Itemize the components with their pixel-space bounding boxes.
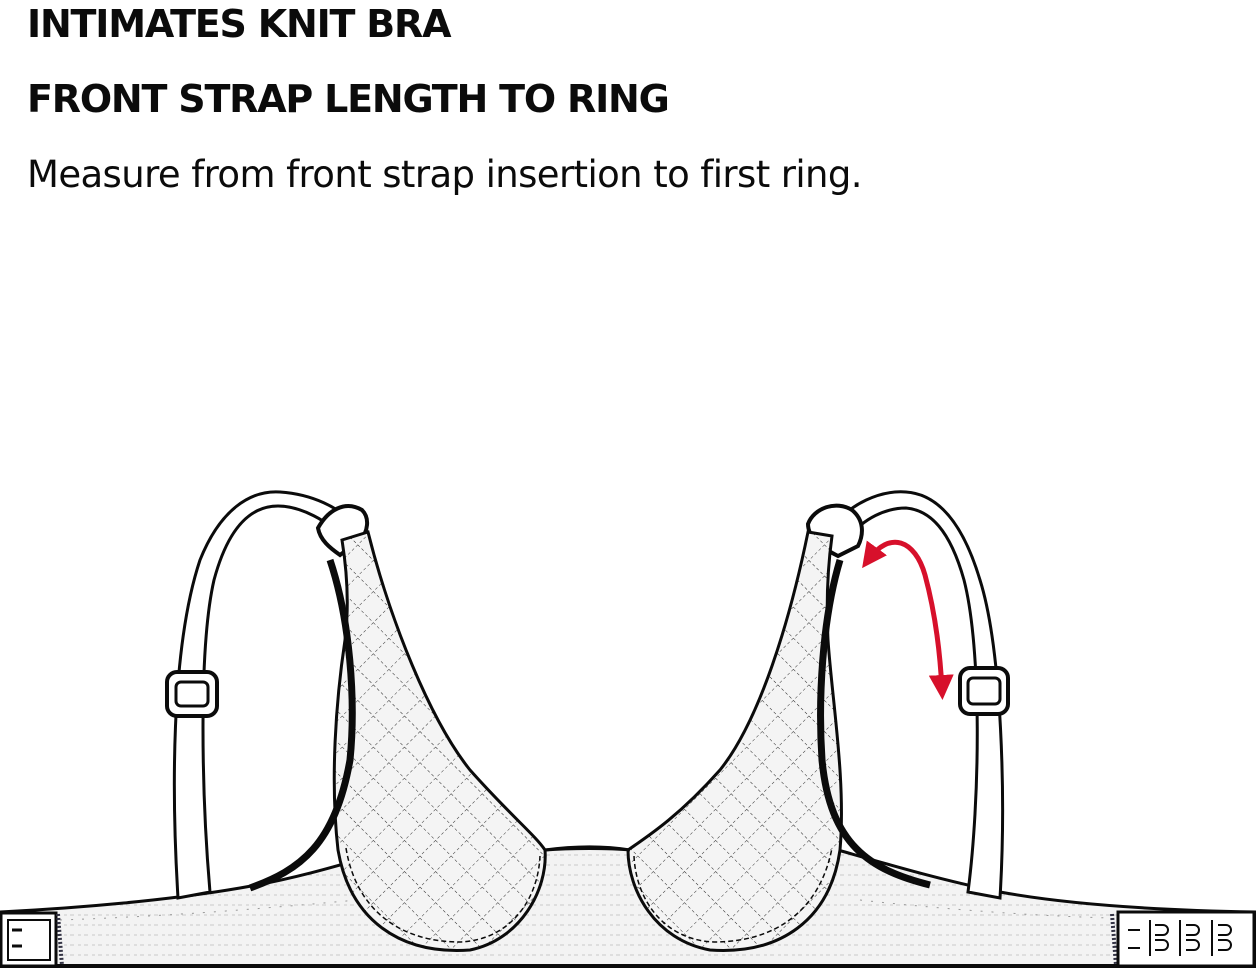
left-cup — [248, 530, 547, 952]
strap-adjuster-slider — [958, 666, 1010, 716]
garment-name: INTIMATES KNIT BRA — [27, 2, 452, 46]
band — [0, 847, 1256, 968]
hook-and-eye-closure — [0, 911, 64, 968]
measurement-arrow-icon — [862, 539, 954, 700]
right-cup — [626, 530, 931, 952]
hook-and-eye-closure — [1110, 910, 1256, 968]
measurement-instruction: Measure from front strap insertion to fi… — [27, 153, 863, 196]
center-gore — [544, 845, 631, 852]
measurement-title: FRONT STRAP LENGTH TO RING — [27, 77, 670, 121]
strap-adjuster-slider — [165, 670, 219, 718]
